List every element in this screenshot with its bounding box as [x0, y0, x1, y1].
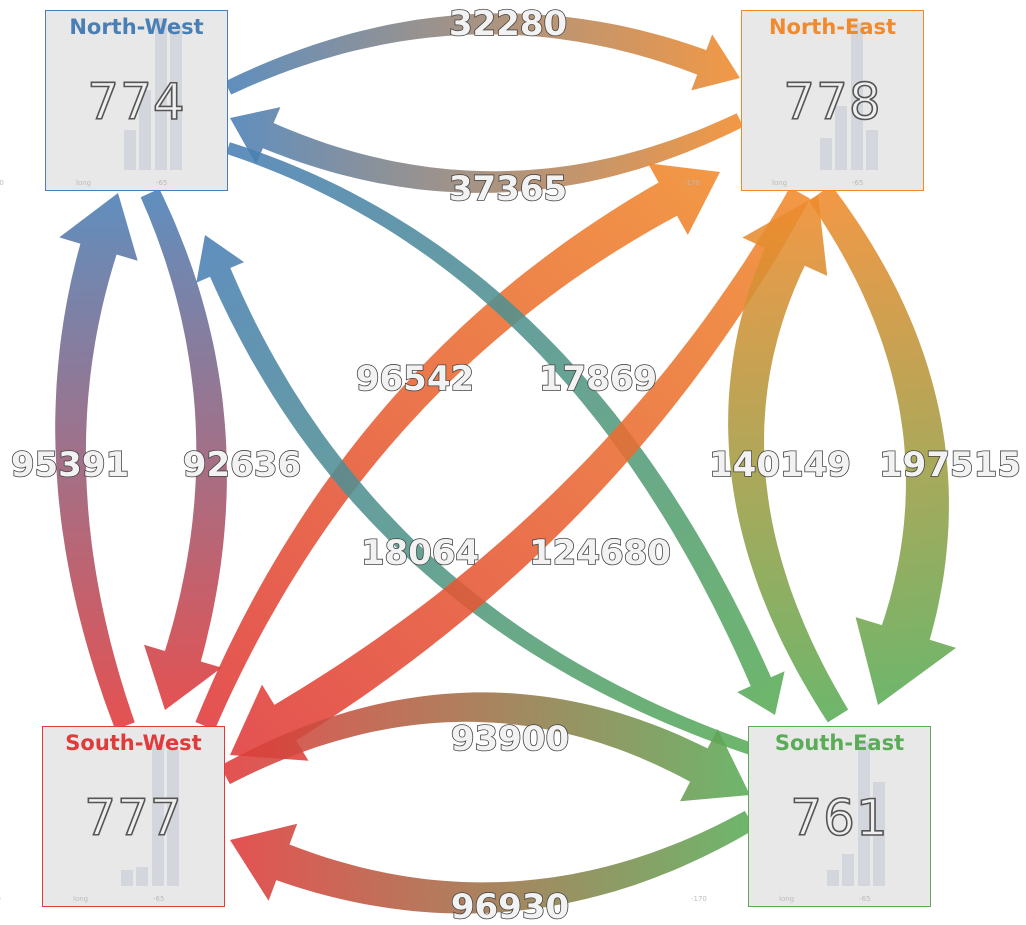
region-name: South-East [774, 731, 905, 755]
flow-arrow-se-ne[interactable] [728, 195, 849, 723]
flow-arrow-ne-se[interactable] [808, 184, 956, 705]
histogram-bar [835, 106, 848, 170]
histogram-tick-label: -170 [0, 895, 1, 903]
flow-arrow-se-sw[interactable] [230, 810, 756, 914]
histogram-bar [865, 130, 878, 170]
histogram-tick-label: -170 [0, 179, 4, 187]
region-histogram [124, 10, 183, 170]
flow-arrow-sw-nw[interactable] [55, 193, 138, 730]
flow-arrow-sw-se[interactable] [220, 692, 751, 802]
flow-arrow-sw-ne[interactable] [195, 163, 720, 730]
region-histogram [121, 726, 180, 886]
region-name: North-East [768, 15, 897, 39]
region-node-south-west[interactable]: South-West 777 -170 long -65 [0, 726, 225, 907]
histogram-bar [121, 870, 133, 886]
region-histogram [820, 10, 879, 170]
flow-arrow-ne-sw[interactable] [230, 187, 811, 761]
histogram-bar [842, 854, 855, 886]
flow-arrow-nw-sw[interactable] [140, 188, 227, 710]
histogram-bar [820, 138, 832, 170]
flow-arrow-nw-ne[interactable] [224, 13, 740, 95]
histogram-bar [872, 782, 885, 886]
histogram-bar [166, 750, 179, 886]
histogram-bar [124, 130, 136, 170]
histogram-tick-label: -65 [156, 179, 168, 187]
histogram-tick-label: long [76, 179, 92, 187]
region-count: 778 [782, 72, 882, 132]
histogram-bar [154, 18, 167, 170]
flow-arrow-ne-nw[interactable] [230, 107, 744, 193]
histogram-bar [139, 90, 152, 170]
histogram-bar [850, 22, 863, 170]
region-count: 777 [83, 788, 183, 848]
histogram-tick-label: -65 [859, 895, 871, 903]
histogram-tick-label: -65 [153, 895, 165, 903]
region-histogram [827, 726, 886, 886]
histogram-bar [857, 742, 870, 886]
histogram-tick-label: -65 [852, 179, 864, 187]
histogram-bar [169, 26, 182, 170]
histogram-bar [827, 870, 839, 886]
region-name: South-West [65, 731, 202, 755]
region-name: North-West [69, 15, 204, 39]
histogram-tick-label: long [73, 895, 89, 903]
histogram-tick-label: long [779, 895, 795, 903]
region-count: 761 [789, 788, 889, 848]
region-node-north-east[interactable]: North-East 778 -170 long -65 [684, 10, 924, 191]
region-node-south-east[interactable]: South-East 761 -170 long -65 [691, 726, 931, 907]
region-count: 774 [86, 72, 186, 132]
histogram-tick-label: -170 [691, 895, 707, 903]
histogram-bar [151, 745, 164, 886]
histogram-tick-label: long [772, 179, 788, 187]
histogram-tick-label: -170 [684, 179, 700, 187]
region-node-north-west[interactable]: North-West 774 -170 long -65 [0, 10, 228, 191]
histogram-bar [136, 866, 149, 886]
